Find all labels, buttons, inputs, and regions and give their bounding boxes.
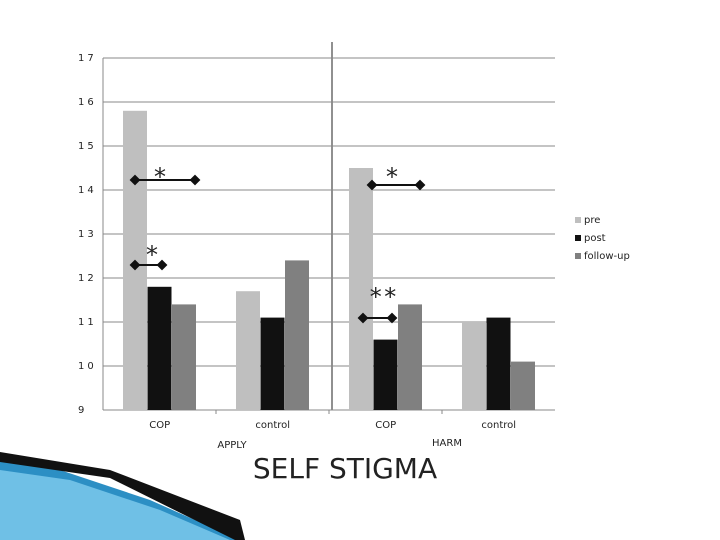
bar: [285, 260, 309, 410]
legend-swatch: [575, 235, 581, 241]
bar: [349, 168, 373, 410]
legend-label: post: [584, 233, 606, 244]
chart-title: SELF STIGMA: [253, 452, 437, 485]
x-tick-label: COP: [375, 420, 396, 431]
legend-swatch: [575, 217, 581, 223]
bar: [147, 286, 172, 410]
annotation: *: [385, 163, 399, 191]
y-tick-label: 10: [78, 361, 97, 372]
y-tick-label: 17: [78, 53, 97, 64]
y-tick-label: 15: [78, 141, 97, 152]
annotation: *: [145, 241, 159, 269]
y-tick-label: 12: [78, 273, 97, 284]
legend-swatch: [575, 253, 581, 259]
y-tick-label: 16: [78, 97, 97, 108]
bar: [511, 361, 535, 410]
legend-label: follow-up: [584, 251, 630, 262]
x-tick-label: control: [481, 420, 516, 431]
bar: [373, 339, 398, 410]
decoration: [0, 470, 230, 540]
bar: [462, 322, 486, 410]
x-tick-label: COP: [149, 420, 170, 431]
annotation-arrows: [129, 174, 426, 324]
bar: [172, 304, 196, 410]
legend-label: pre: [584, 215, 600, 226]
annotation: *: [153, 163, 167, 191]
y-tick-label: 11: [78, 317, 97, 328]
y-tick-label: 13: [78, 229, 97, 240]
bar: [260, 317, 285, 410]
y-tick-label: 14: [78, 185, 97, 196]
bar: [486, 317, 511, 410]
group-label: HARM: [432, 438, 462, 449]
bar: [398, 304, 422, 410]
bar: [236, 291, 260, 410]
group-label: APPLY: [217, 440, 247, 451]
x-tick-label: control: [255, 420, 290, 431]
decoration: [0, 452, 245, 540]
y-tick-label: 9: [78, 405, 87, 416]
annotation: **: [369, 283, 398, 311]
